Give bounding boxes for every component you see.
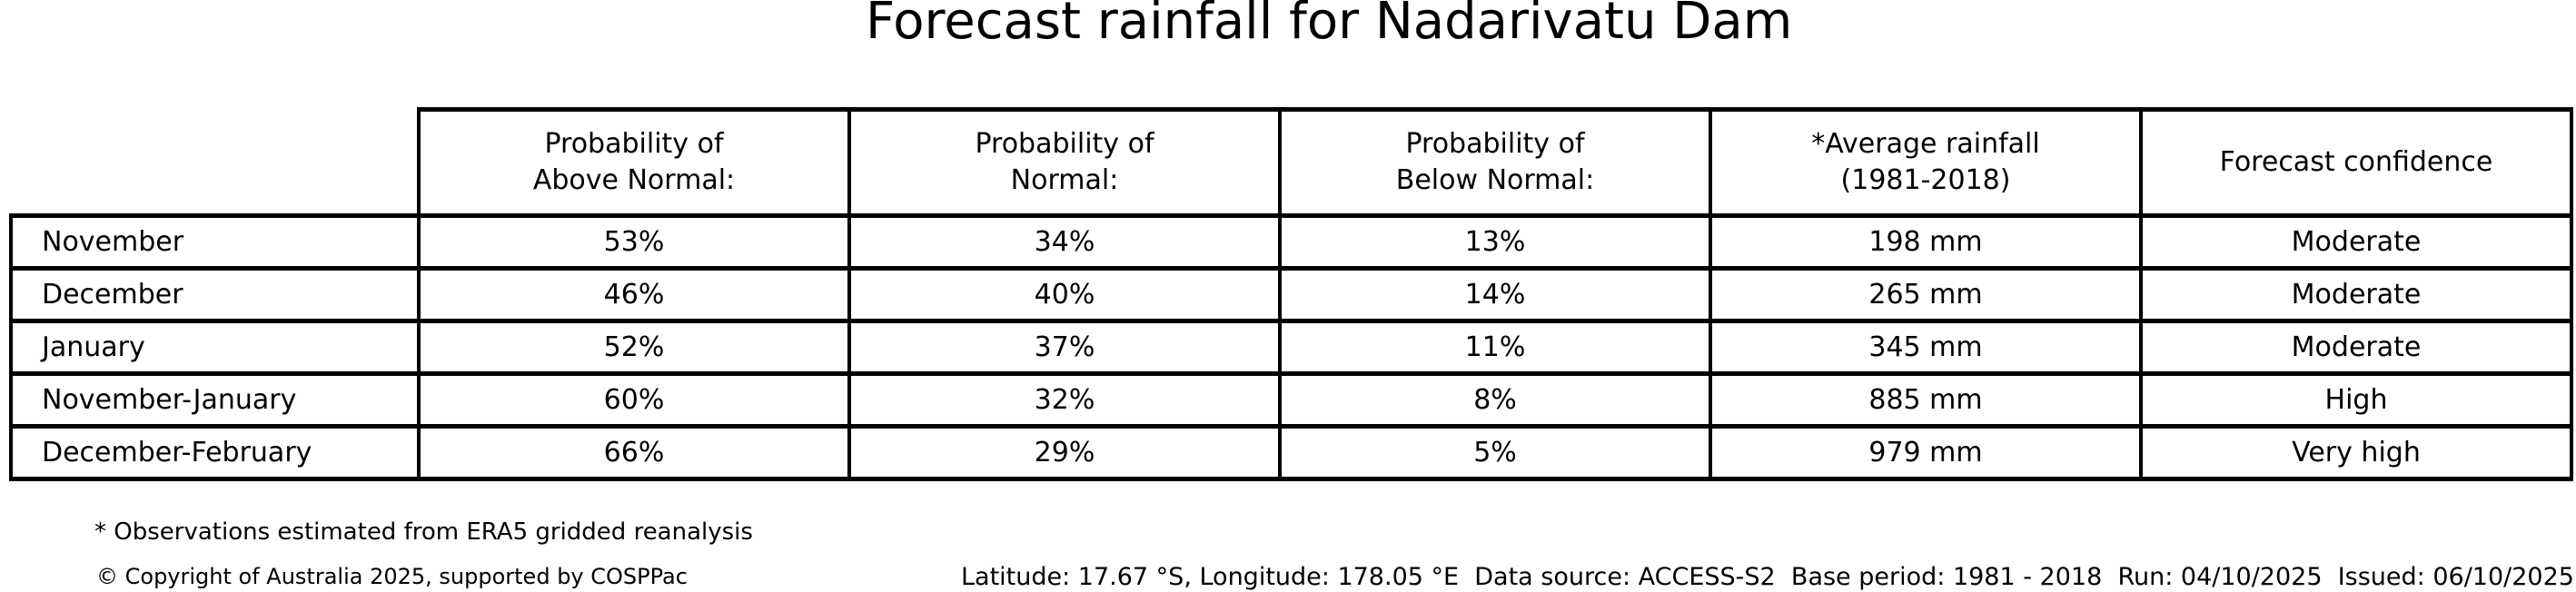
footnote: * Observations estimated from ERA5 gridd… [94,518,753,546]
copyright-notice: © Copyright of Australia 2025, supported… [96,564,688,589]
cell-below-normal: 5% [1278,424,1712,481]
footer-issued-date: Issued: 06/10/2025 [2337,563,2574,591]
row-label: November-January [9,371,421,429]
cell-forecast-confidence: Moderate [2139,266,2573,323]
cell-normal: 37% [847,319,1282,376]
cell-average-rainfall: 345 mm [1709,319,2143,376]
cell-forecast-confidence: High [2139,371,2573,429]
table-row-december-february: December-February 66% 29% 5% 979 mm Very… [9,424,2573,481]
footer-latitude-longitude: Latitude: 17.67 °S, Longitude: 178.05 °E [961,563,1460,591]
cell-below-normal: 14% [1278,266,1712,323]
cell-above-normal: 46% [417,266,851,323]
empty-corner-cell [11,110,419,216]
row-label: December [9,266,421,323]
col-header-above-normal: Probability of Above Normal: [417,107,851,218]
footer-base-period: Base period: 1981 - 2018 [1790,563,2103,591]
cell-above-normal: 53% [417,213,851,271]
header-row: Probability of Above Normal: Probability… [11,107,2573,218]
footer-metadata: Latitude: 17.67 °S, Longitude: 178.05 °E… [961,563,2574,591]
col-header-normal: Probability of Normal: [847,107,1282,218]
cell-average-rainfall: 979 mm [1709,424,2143,481]
cell-forecast-confidence: Very high [2139,424,2573,481]
page-title: Forecast rainfall for Nadarivatu Dam [866,0,1793,51]
row-label: December-February [9,424,421,481]
cell-above-normal: 52% [417,319,851,376]
cell-average-rainfall: 265 mm [1709,266,2143,323]
cell-below-normal: 11% [1278,319,1712,376]
footer-data-source: Data source: ACCESS-S2 [1474,563,1776,591]
table-row-december: December 46% 40% 14% 265 mm Moderate [9,266,2573,323]
col-header-forecast-confidence: Forecast confidence [2139,107,2573,218]
forecast-table: Probability of Above Normal: Probability… [9,107,2573,481]
cell-normal: 29% [847,424,1282,481]
cell-normal: 40% [847,266,1282,323]
table-row-november: November 53% 34% 13% 198 mm Moderate [9,213,2573,271]
cell-average-rainfall: 885 mm [1709,371,2143,429]
row-label: January [9,319,421,376]
row-label: November [9,213,421,271]
cell-above-normal: 66% [417,424,851,481]
cell-normal: 34% [847,213,1282,271]
cell-forecast-confidence: Moderate [2139,213,2573,271]
col-header-average-rainfall: *Average rainfall (1981-2018) [1709,107,2143,218]
table-row-january: January 52% 37% 11% 345 mm Moderate [9,319,2573,376]
cell-forecast-confidence: Moderate [2139,319,2573,376]
table-row-november-january: November-January 60% 32% 8% 885 mm High [9,371,2573,429]
cell-average-rainfall: 198 mm [1709,213,2143,271]
cell-normal: 32% [847,371,1282,429]
col-header-below-normal: Probability of Below Normal: [1278,107,1712,218]
cell-above-normal: 60% [417,371,851,429]
footer-run-date: Run: 04/10/2025 [2117,563,2323,591]
cell-below-normal: 13% [1278,213,1712,271]
cell-below-normal: 8% [1278,371,1712,429]
